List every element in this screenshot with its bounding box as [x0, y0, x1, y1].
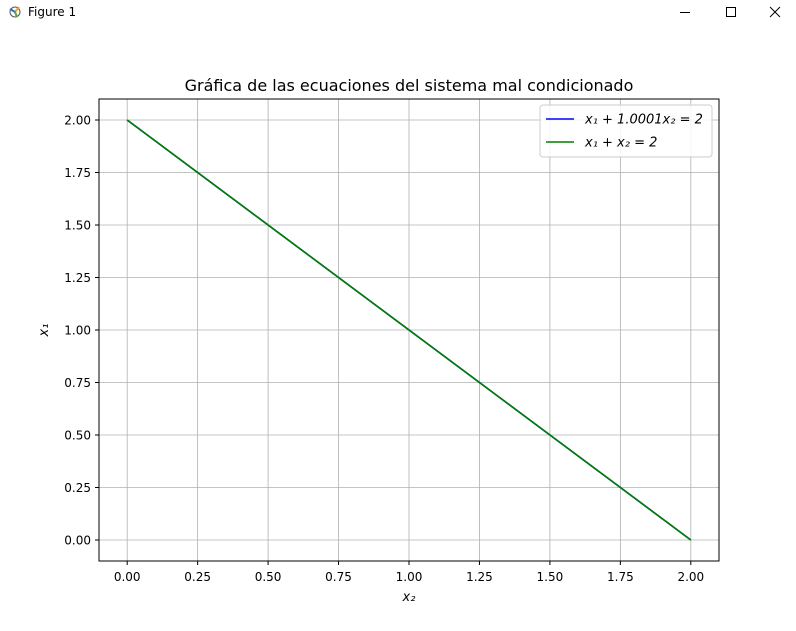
y-tick-label: 2.00 [64, 114, 91, 128]
x-tick-label: 0.25 [184, 570, 211, 584]
x-axis-ticks: 0.00 0.25 0.50 0.75 1.00 1.25 1.50 1.75 2.00 [114, 561, 704, 584]
figure-canvas: Gráfica de las ecuaciones del sistema ma… [0, 24, 796, 627]
window-titlebar: Figure 1 [0, 0, 796, 24]
line-chart: Gráfica de las ecuaciones del sistema ma… [37, 76, 720, 605]
x-tick-label: 0.50 [255, 570, 282, 584]
x-tick-label: 1.25 [466, 570, 493, 584]
matplotlib-figure-icon [9, 6, 21, 18]
window-title: Figure 1 [28, 5, 77, 19]
y-axis-label: x₁ [37, 324, 52, 338]
x-tick-label: 1.00 [396, 570, 423, 584]
y-tick-label: 0.25 [64, 481, 91, 495]
minimize-icon [680, 12, 690, 13]
legend: x₁ + 1.0001x₂ = 2 x₁ + x₂ = 2 [539, 104, 713, 158]
y-tick-label: 0.00 [64, 534, 91, 548]
series-lines [126, 119, 692, 541]
minimize-button[interactable] [662, 0, 708, 24]
chart-title: Gráfica de las ecuaciones del sistema ma… [185, 76, 634, 95]
legend-box [539, 104, 713, 158]
x-tick-label: 2.00 [677, 570, 704, 584]
y-axis-ticks: 0.00 0.25 0.50 0.75 1.00 1.25 1.50 1.75 2.00 [64, 114, 99, 548]
y-tick-label: 1.50 [64, 219, 91, 233]
maximize-button[interactable] [708, 0, 754, 24]
y-tick-label: 1.75 [64, 166, 91, 180]
grid [99, 99, 719, 561]
x-tick-label: 0.75 [325, 570, 352, 584]
maximize-icon [726, 7, 736, 17]
series-line-2 [126, 119, 692, 541]
legend-label-1: x₁ + 1.0001x₂ = 2 [584, 113, 703, 128]
legend-label-2: x₁ + x₂ = 2 [584, 136, 657, 151]
x-tick-label: 0.00 [114, 570, 141, 584]
y-tick-label: 0.75 [64, 376, 91, 390]
y-tick-label: 0.50 [64, 429, 91, 443]
close-icon [769, 6, 781, 18]
y-tick-label: 1.25 [64, 271, 91, 285]
x-tick-label: 1.75 [607, 570, 634, 584]
y-tick-label: 1.00 [64, 324, 91, 338]
x-axis-label: x₂ [402, 590, 416, 605]
close-button[interactable] [752, 0, 796, 24]
x-tick-label: 1.50 [537, 570, 564, 584]
